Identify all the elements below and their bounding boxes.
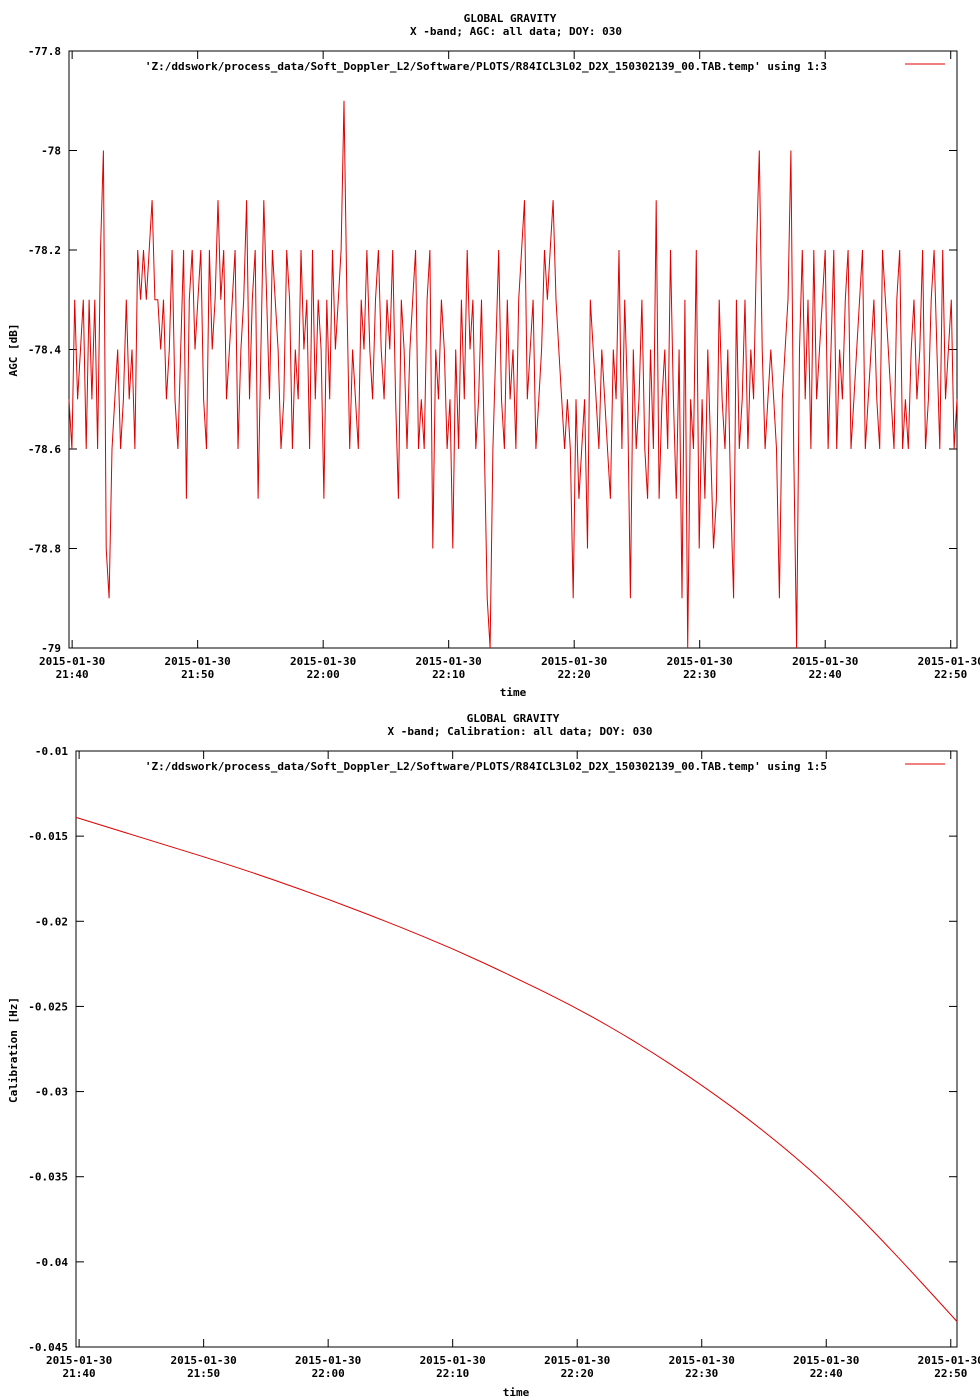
chart2-plot-frame [75,750,958,1348]
chart2-xtick-date-label: 2015-01-30 [793,1354,859,1367]
chart1-xtick-time-label: 22:10 [432,668,465,681]
chart1-ytick-label: -79 [41,642,61,655]
chart1-xtick-time-label: 22:20 [558,668,591,681]
chart2-xlabel: time [503,1386,530,1399]
chart2-xtick-time-label: 21:40 [63,1367,96,1380]
chart2-subtitle: X -band; Calibration: all data; DOY: 030 [388,725,653,738]
chart2-xtick-time-label: 22:10 [436,1367,469,1380]
chart1-ytick-label: -78.8 [28,543,61,556]
chart2-xtick-time-label: 22:20 [561,1367,594,1380]
chart1-xtick-time-label: 21:50 [181,668,214,681]
chart2-ytick-label: -0.02 [35,915,68,928]
chart2-ytick-label: -0.01 [35,745,68,758]
chart1-subtitle: X -band; AGC: all data; DOY: 030 [410,25,622,38]
chart1-ytick-label: -78 [41,145,61,158]
chart1-xtick-time-label: 22:50 [934,668,967,681]
chart1-xtick-date-label: 2015-01-30 [918,655,980,668]
chart2-xtick-date-label: 2015-01-30 [918,1354,980,1367]
chart1-xtick-date-label: 2015-01-30 [165,655,231,668]
chart2-ytick-label: -0.035 [28,1171,68,1184]
chart1-ytick-label: -77.8 [28,45,61,58]
chart2-ytick-label: -0.03 [35,1086,68,1099]
chart1-xtick-date-label: 2015-01-30 [792,655,858,668]
chart1-series-line [68,100,958,649]
chart1-xtick-date-label: 2015-01-30 [416,655,482,668]
chart2-xtick-time-label: 22:50 [934,1367,967,1380]
chart1-ylabel: AGC [dB] [7,324,20,377]
chart2-xtick-date-label: 2015-01-30 [544,1354,610,1367]
chart2-xtick-time-label: 22:40 [810,1367,843,1380]
chart2-ytick-label: -0.045 [28,1341,68,1354]
chart1-xtick-time-label: 21:40 [56,668,89,681]
chart1-ytick-label: -78.4 [28,344,61,357]
chart1-xtick-time-label: 22:00 [307,668,340,681]
chart2-xtick-date-label: 2015-01-30 [669,1354,735,1367]
chart1-xtick-date-label: 2015-01-30 [290,655,356,668]
chart1-title: GLOBAL GRAVITY [464,12,557,25]
chart2-xtick-date-label: 2015-01-30 [420,1354,486,1367]
chart1-xtick-date-label: 2015-01-30 [667,655,733,668]
plot-layer: -77.8-78-78.2-78.4-78.6-78.8-792015-01-3… [28,45,980,1380]
chart2-xtick-date-label: 2015-01-30 [46,1354,112,1367]
chart2-xtick-date-label: 2015-01-30 [171,1354,237,1367]
chart2-xtick-time-label: 21:50 [187,1367,220,1380]
chart2-xtick-time-label: 22:00 [312,1367,345,1380]
chart2-ytick-label: -0.015 [28,830,68,843]
chart1-xtick-date-label: 2015-01-30 [541,655,607,668]
chart2-ytick-label: -0.04 [35,1256,68,1269]
chart1-legend-label: 'Z:/ddswork/process_data/Soft_Doppler_L2… [145,60,827,73]
chart2-title: GLOBAL GRAVITY [467,712,560,725]
chart2-xtick-time-label: 22:30 [685,1367,718,1380]
chart2-ytick-label: -0.025 [28,1000,68,1013]
chart1-ytick-label: -78.6 [28,443,61,456]
chart1-xtick-date-label: 2015-01-30 [39,655,105,668]
chart2-legend-label: 'Z:/ddswork/process_data/Soft_Doppler_L2… [145,760,827,773]
chart1-ytick-label: -78.2 [28,244,61,257]
chart2-ylabel: Calibration [Hz] [7,997,20,1103]
chart1-xtick-time-label: 22:40 [809,668,842,681]
chart2-xtick-date-label: 2015-01-30 [295,1354,361,1367]
chart1-xtick-time-label: 22:30 [683,668,716,681]
chart1-xlabel: time [500,686,527,699]
chart2-series-line [75,816,958,1322]
